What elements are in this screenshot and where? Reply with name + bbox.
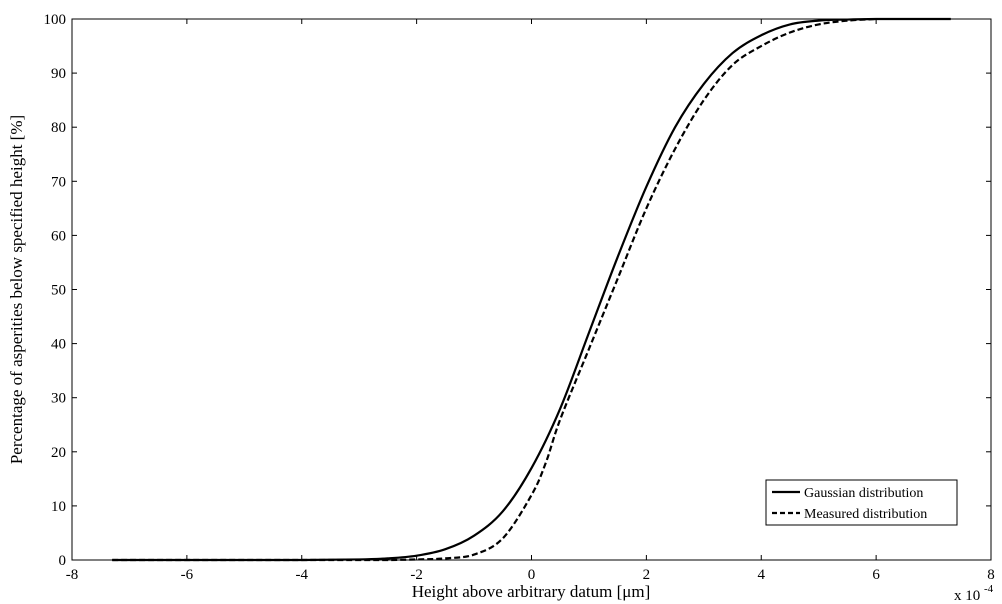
- legend-label-gaussian: Gaussian distribution: [804, 486, 923, 501]
- x-axis-label: Height above arbitrary datum [μm]: [412, 582, 651, 601]
- x-axis-multiplier-base: x 10: [954, 588, 980, 604]
- y-tick-label: 100: [44, 12, 67, 28]
- y-tick-label: 90: [51, 66, 66, 82]
- y-tick-label: 80: [51, 120, 66, 136]
- x-tick-label: 2: [643, 567, 651, 583]
- y-tick-label: 30: [51, 391, 66, 407]
- x-tick-label: -8: [66, 567, 79, 583]
- legend: Gaussian distribution Measured distribut…: [765, 479, 958, 526]
- x-tick-label: 0: [528, 567, 536, 583]
- y-tick-label: 50: [51, 283, 66, 299]
- series-layer: [112, 17, 951, 562]
- legend-box: [765, 479, 958, 526]
- y-axis: 0 10 20 30 40 50 60 70 80 90 100: [44, 12, 991, 569]
- y-tick-label: 40: [51, 337, 66, 353]
- y-tick-label: 20: [51, 445, 66, 461]
- x-tick-label: -6: [181, 567, 194, 583]
- y-axis-label: Percentage of asperities below specified…: [7, 115, 26, 464]
- legend-label-measured: Measured distribution: [804, 507, 927, 522]
- series-line-measured: [112, 17, 877, 562]
- y-tick-label: 0: [59, 553, 67, 569]
- x-tick-label: 6: [872, 567, 880, 583]
- plot-area: [71, 18, 992, 561]
- x-tick-label: -4: [296, 567, 309, 583]
- x-tick-label: 4: [758, 567, 766, 583]
- x-axis-multiplier-exponent: -4: [984, 583, 994, 595]
- x-tick-label: -2: [410, 567, 423, 583]
- x-tick-label: 8: [987, 567, 995, 583]
- x-axis-multiplier: x 10 -4: [954, 583, 994, 604]
- y-tick-label: 70: [51, 174, 66, 190]
- y-tick-label: 10: [51, 499, 66, 515]
- y-tick-label: 60: [51, 228, 66, 244]
